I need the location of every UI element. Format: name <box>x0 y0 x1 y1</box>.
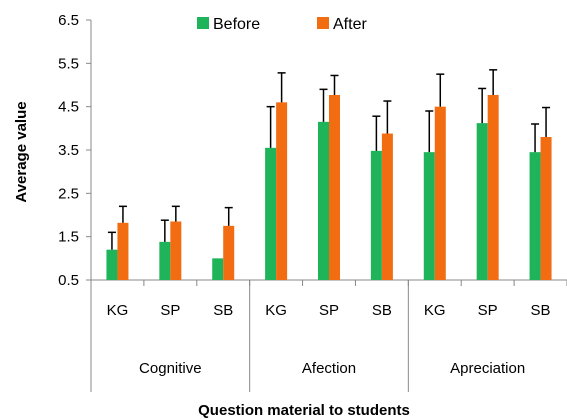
y-tick-label: 5.5 <box>58 55 79 72</box>
bar-after <box>223 225 235 280</box>
category-label: SP <box>160 302 180 319</box>
bar-after <box>381 133 393 280</box>
x-axis-title: Question material to students <box>198 402 410 419</box>
legend-swatch-before <box>197 17 209 29</box>
group-label: Afection <box>302 360 356 377</box>
group-label: Cognitive <box>139 360 202 377</box>
legend-swatch-after <box>317 17 329 29</box>
category-label: SB <box>531 302 551 319</box>
category-label: SP <box>319 302 339 319</box>
y-tick-label: 2.5 <box>58 185 79 202</box>
bar-after <box>487 94 499 280</box>
bar-after <box>434 106 446 281</box>
bar-before <box>423 152 435 280</box>
bar-before <box>370 150 382 280</box>
bars-layer <box>106 69 552 281</box>
bar-before <box>318 121 329 280</box>
x-axis-labels: Cognitive Afection Apreciation KG SP SB KG SP SB… <box>107 302 551 377</box>
bar-after <box>170 221 182 280</box>
bar-after <box>540 137 552 280</box>
group-label: Apreciation <box>450 360 525 377</box>
legend-label-after: After <box>333 16 367 33</box>
bar-after <box>117 222 129 280</box>
category-label: SB <box>213 302 233 319</box>
y-tick-label: 3.5 <box>58 142 79 159</box>
bar-after <box>276 102 288 280</box>
bar-before <box>159 241 171 280</box>
y-tick-label: 0.5 <box>58 272 79 289</box>
bar-before <box>212 258 224 280</box>
category-label: SB <box>372 302 392 319</box>
bar-before <box>265 147 277 280</box>
legend: Before After <box>197 16 367 33</box>
bar-before <box>476 123 488 280</box>
y-tick-label: 4.5 <box>58 99 79 116</box>
category-label: KG <box>265 302 287 319</box>
legend-label-before: Before <box>213 16 260 33</box>
y-tick-labels: 0.5 1.5 2.5 3.5 4.5 5.5 6.5 <box>58 12 79 289</box>
y-axis-title: Average value <box>13 101 30 202</box>
bar-before <box>529 152 541 280</box>
bar-before <box>106 249 118 280</box>
category-label: SP <box>478 302 498 319</box>
bar-after <box>329 94 340 280</box>
y-tick-label: 1.5 <box>58 229 79 246</box>
category-label: KG <box>107 302 129 319</box>
category-label: KG <box>424 302 446 319</box>
y-tick-label: 6.5 <box>58 12 79 29</box>
